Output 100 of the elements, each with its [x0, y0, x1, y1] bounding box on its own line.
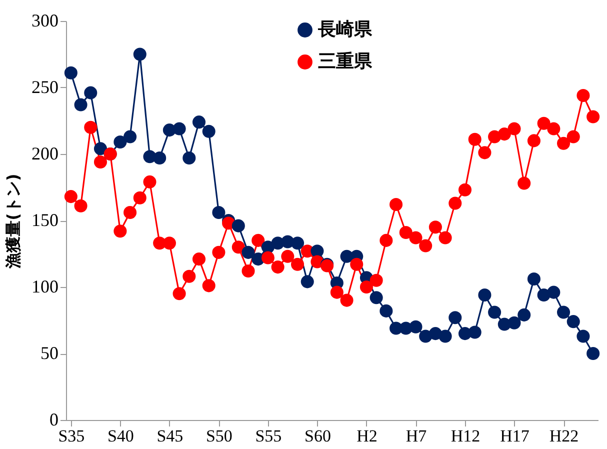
point [143, 175, 156, 188]
point [448, 196, 462, 210]
x-tick-label: H2 [356, 426, 378, 446]
point [84, 86, 98, 100]
x-tick-label: S55 [255, 426, 282, 446]
point [576, 88, 590, 102]
point [74, 98, 88, 112]
point [202, 279, 216, 292]
point [586, 110, 600, 124]
point [310, 244, 324, 258]
point [300, 275, 314, 288]
point [438, 330, 452, 343]
point [162, 236, 176, 250]
point [586, 346, 600, 360]
point [557, 136, 570, 150]
x-tick-label: S50 [206, 426, 232, 446]
y-tick-label: 150 [32, 210, 58, 230]
point [182, 270, 196, 283]
x-tick-label: S60 [304, 426, 331, 446]
point [419, 239, 432, 252]
point [350, 258, 364, 271]
point [527, 272, 540, 286]
point [399, 226, 412, 239]
point [478, 288, 492, 302]
point [261, 251, 274, 264]
point [192, 116, 206, 129]
x-tick-label: S35 [58, 426, 85, 446]
point [340, 294, 354, 307]
point [124, 130, 137, 144]
x-tick-label: H17 [500, 426, 530, 446]
point [94, 142, 107, 156]
y-tick-label: 0 [50, 410, 58, 430]
point [182, 151, 196, 164]
point [291, 258, 304, 271]
point [202, 124, 216, 138]
y-tick-label: 250 [32, 77, 58, 97]
point [557, 306, 570, 319]
point [281, 250, 294, 263]
point [271, 260, 284, 274]
point [114, 136, 127, 149]
point [232, 240, 245, 254]
point [124, 206, 137, 220]
point [172, 122, 186, 136]
point [547, 122, 560, 136]
point [508, 316, 521, 330]
point [133, 48, 146, 61]
point [508, 122, 521, 136]
point [242, 264, 255, 278]
point [409, 320, 422, 334]
point [74, 199, 88, 212]
y-tick-label: 50 [40, 343, 58, 363]
point [428, 220, 442, 234]
point [448, 311, 462, 324]
point [576, 330, 590, 343]
point [330, 286, 344, 299]
legend-label: 三重県 [318, 51, 373, 72]
point [478, 146, 492, 160]
point [212, 206, 226, 220]
point [94, 155, 107, 168]
point [192, 252, 206, 266]
point [566, 130, 580, 144]
point [380, 304, 393, 318]
x-tick-label: H22 [549, 426, 579, 446]
x-tick-label: H7 [406, 426, 428, 446]
point [468, 326, 482, 339]
point [488, 306, 502, 319]
point [527, 134, 540, 148]
point [468, 132, 482, 146]
point [153, 151, 166, 164]
y-tick-label: 100 [32, 276, 58, 296]
point [370, 291, 383, 304]
point [438, 231, 452, 244]
point [172, 287, 186, 300]
point [360, 280, 373, 294]
point [518, 308, 531, 322]
point [232, 219, 245, 232]
point [114, 224, 127, 238]
point [409, 231, 422, 244]
point [380, 234, 393, 247]
x-tick-label: S40 [107, 426, 134, 446]
point [64, 66, 78, 80]
point [390, 198, 403, 212]
x-tick-label: S45 [156, 426, 184, 446]
y-tick-label: 200 [32, 144, 58, 164]
point [133, 191, 146, 204]
point [242, 246, 255, 259]
y-axis-title: 漁獲量(トン) [4, 174, 22, 270]
point [566, 315, 580, 328]
point [518, 176, 531, 190]
point [291, 236, 304, 250]
point [458, 183, 472, 196]
x-tick-label: H12 [450, 426, 480, 446]
legend-label: 長崎県 [317, 19, 373, 40]
point [370, 274, 383, 287]
point [64, 190, 78, 204]
point [84, 120, 98, 134]
point [212, 246, 226, 259]
point [547, 286, 560, 299]
point [498, 128, 511, 141]
point [537, 116, 550, 130]
